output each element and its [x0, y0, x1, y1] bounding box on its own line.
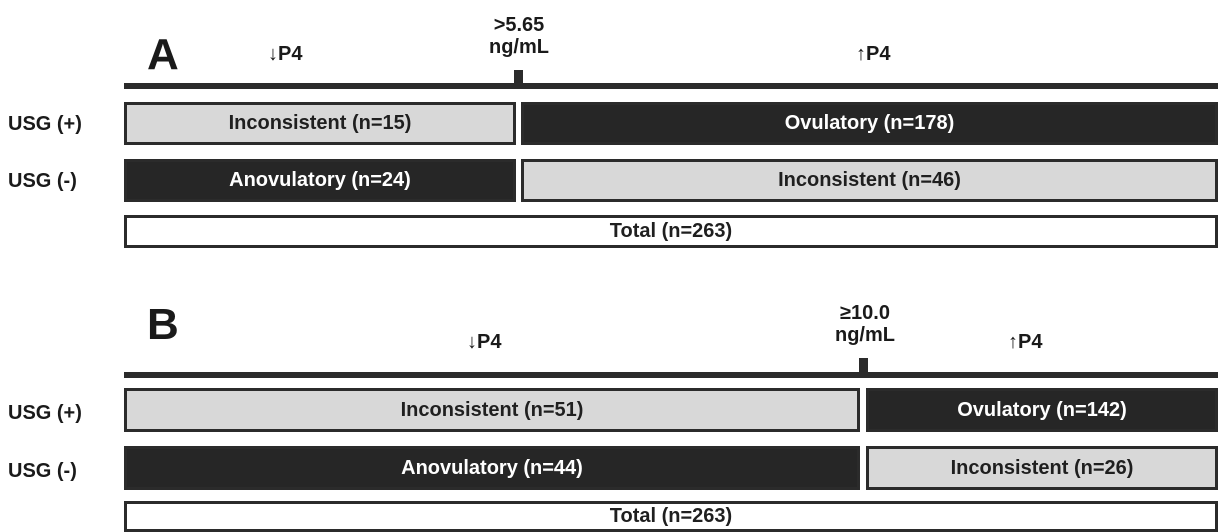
high-p4-label: ↑P4	[1008, 331, 1043, 353]
high-p4-label: ↑P4	[856, 43, 891, 65]
threshold-value: >5.65	[493, 14, 545, 36]
bar-label: Inconsistent (n=46)	[778, 169, 961, 191]
panel-letter: B	[147, 300, 180, 349]
bar-label: Anovulatory (n=24)	[229, 169, 411, 191]
bar-label: Inconsistent (n=26)	[950, 456, 1134, 479]
bar-label: Ovulatory (n=178)	[784, 112, 955, 134]
bar-label: Total (n=263)	[609, 505, 733, 527]
usg-negative-label: USG (-)	[8, 170, 77, 192]
threshold-unit: ng/mL	[489, 36, 549, 58]
bar-usg-neg-anovulatory: Anovulatory (n=24)	[124, 159, 516, 202]
bar-usg-neg-anovulatory: Anovulatory (n=44)	[124, 446, 860, 490]
threshold-unit: ng/mL	[835, 324, 895, 346]
bar-total: Total (n=263)	[124, 215, 1218, 248]
threshold-label: >5.65 ng/mL	[454, 14, 584, 58]
bar-usg-pos-ovulatory: Ovulatory (n=142)	[866, 388, 1218, 432]
panel-a: A ↓P4 >5.65 ng/mL ↑P4 USG (+) USG (-) In…	[0, 0, 1218, 262]
bar-label: Inconsistent (n=51)	[400, 398, 584, 421]
low-p4-label: ↓P4	[467, 331, 502, 353]
usg-positive-label: USG (+)	[8, 113, 82, 135]
bar-usg-pos-inconsistent: Inconsistent (n=51)	[124, 388, 860, 432]
bar-label: Ovulatory (n=142)	[957, 398, 1127, 421]
bar-label: Total (n=263)	[609, 220, 733, 242]
threshold-tick	[514, 70, 523, 85]
axis-line	[124, 83, 1218, 89]
low-p4-label: ↓P4	[268, 43, 303, 65]
bar-usg-pos-ovulatory: Ovulatory (n=178)	[521, 102, 1218, 145]
threshold-tick	[859, 358, 868, 373]
axis-line	[124, 372, 1218, 378]
bar-usg-pos-inconsistent: Inconsistent (n=15)	[124, 102, 516, 145]
panel-b: B ↓P4 ≥10.0 ng/mL ↑P4 USG (+) USG (-) In…	[0, 262, 1218, 532]
bar-label: Inconsistent (n=15)	[228, 112, 412, 134]
usg-positive-label: USG (+)	[8, 402, 82, 424]
threshold-label: ≥10.0 ng/mL	[800, 302, 930, 346]
bar-total: Total (n=263)	[124, 501, 1218, 532]
bar-usg-neg-inconsistent: Inconsistent (n=46)	[521, 159, 1218, 202]
bar-label: Anovulatory (n=44)	[401, 456, 583, 479]
bar-usg-neg-inconsistent: Inconsistent (n=26)	[866, 446, 1218, 490]
threshold-value: ≥10.0	[840, 302, 890, 324]
usg-negative-label: USG (-)	[8, 460, 77, 482]
panel-letter: A	[147, 30, 180, 79]
